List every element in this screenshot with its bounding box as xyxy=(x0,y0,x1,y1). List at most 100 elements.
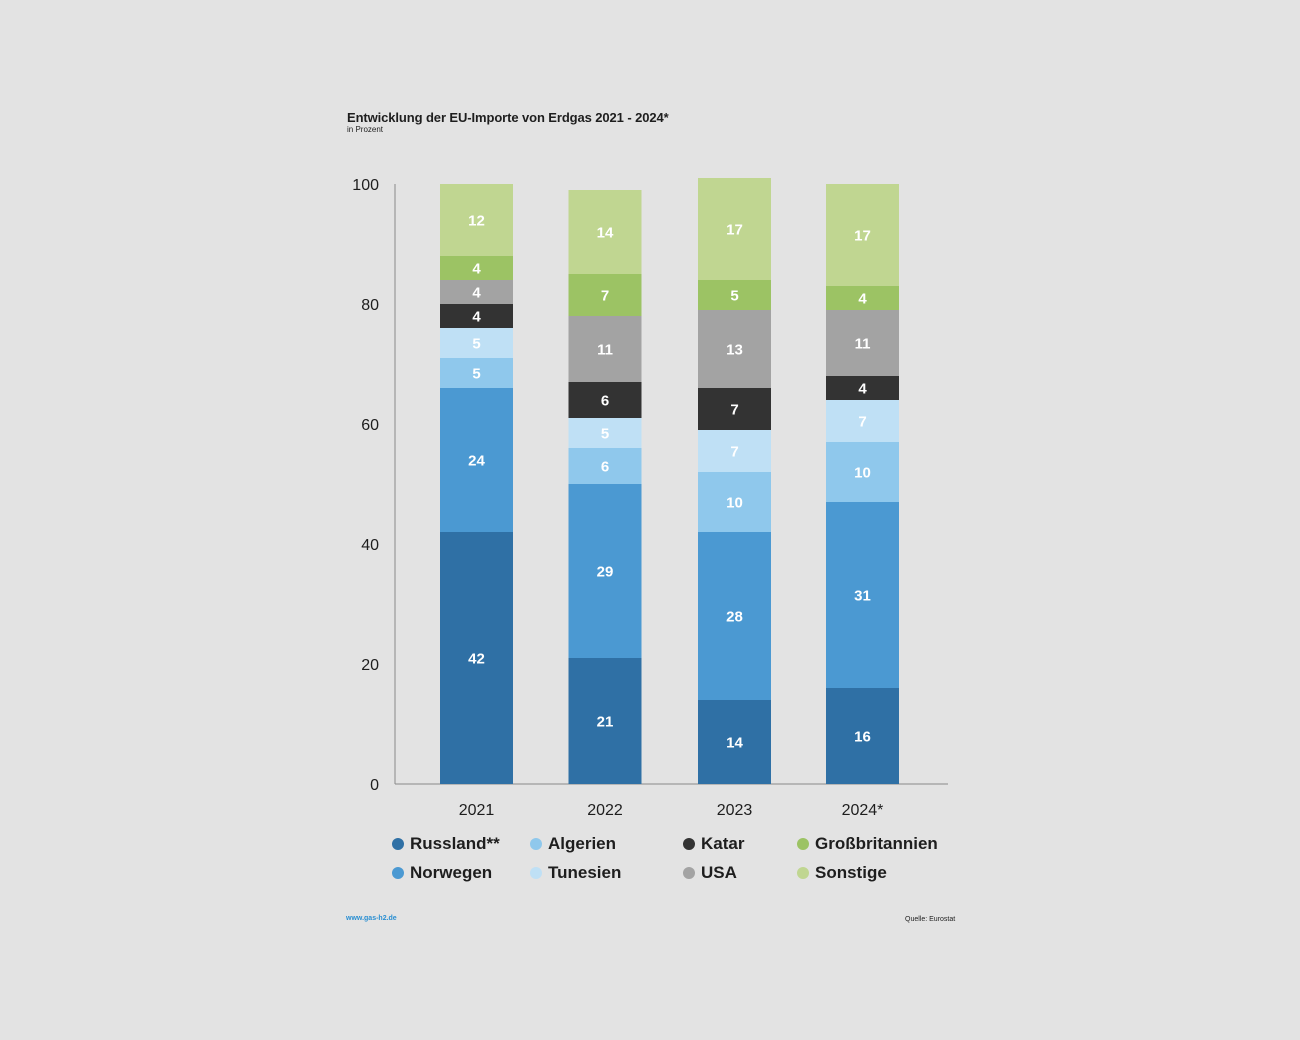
bar-segment xyxy=(568,484,642,658)
bar-segment xyxy=(440,304,513,328)
x-tick-label: 2023 xyxy=(717,802,753,819)
legend-swatch xyxy=(530,838,542,850)
x-tick-label: 2022 xyxy=(587,802,623,819)
data-label: 11 xyxy=(855,336,871,353)
bar-segment xyxy=(568,274,642,316)
legend-label: Tunesien xyxy=(548,863,622,882)
legend-swatch xyxy=(683,867,695,879)
legend-row-2: Norwegen Tunesien USA Sonstige xyxy=(392,863,972,892)
legend-swatch xyxy=(797,838,809,850)
bar-segment xyxy=(826,376,899,400)
bar-segment xyxy=(568,418,642,448)
data-label: 29 xyxy=(597,564,614,581)
website-link[interactable]: www.gas-h2.de xyxy=(346,915,397,922)
bar-segment xyxy=(440,358,513,388)
data-label: 14 xyxy=(726,735,743,752)
bar-segment xyxy=(440,280,513,304)
stacked-bar-chart: 0 20 40 60 80 100 42 24 5 5 4 4 4 12 2021 21 29 6 5 6 11 7 14 2… xyxy=(352,177,948,819)
x-tick-label: 2024* xyxy=(842,802,884,819)
data-label: 6 xyxy=(601,459,609,476)
bar-segment xyxy=(698,472,771,532)
y-tick-label: 0 xyxy=(370,777,379,794)
data-label: 13 xyxy=(726,342,743,359)
data-label: 4 xyxy=(858,381,867,398)
y-tick-label: 40 xyxy=(361,537,379,554)
data-label: 10 xyxy=(726,495,743,512)
data-label: 16 xyxy=(854,729,871,746)
legend-label: Russland** xyxy=(410,834,500,853)
data-label: 17 xyxy=(726,222,743,239)
x-tick-label: 2021 xyxy=(459,802,495,819)
bar-segment xyxy=(440,184,513,256)
bar-segment xyxy=(698,532,771,700)
legend-label: Norwegen xyxy=(410,863,493,882)
legend-item-russland: Russland** xyxy=(392,834,500,854)
legend-item-sonstige: Sonstige xyxy=(797,863,887,883)
bar-segment xyxy=(568,448,642,484)
bar-segment xyxy=(440,532,513,784)
y-tick-label: 20 xyxy=(361,657,379,674)
data-label: 4 xyxy=(472,261,481,278)
data-label: 5 xyxy=(472,366,480,383)
legend-swatch xyxy=(683,838,695,850)
chart-legend: Russland** Algerien Katar Großbritannien… xyxy=(392,834,972,892)
data-label: 7 xyxy=(601,288,609,305)
chart-title: Entwicklung der EU-Importe von Erdgas 20… xyxy=(347,110,669,125)
bar-segment xyxy=(440,328,513,358)
legend-swatch xyxy=(392,867,404,879)
legend-item-usa: USA xyxy=(683,863,737,883)
legend-row-1: Russland** Algerien Katar Großbritannien xyxy=(392,834,972,863)
data-label: 7 xyxy=(858,414,866,431)
legend-swatch xyxy=(392,838,404,850)
source-note: Quelle: Eurostat xyxy=(905,916,956,923)
bar-segment xyxy=(826,502,899,688)
chart-subtitle: in Prozent xyxy=(347,125,384,134)
legend-swatch xyxy=(797,867,809,879)
data-label: 4 xyxy=(858,291,867,308)
bar-segment xyxy=(826,442,899,502)
bar-segment xyxy=(698,700,771,784)
legend-item-algerien: Algerien xyxy=(530,834,616,854)
bar-segment xyxy=(440,256,513,280)
data-label: 24 xyxy=(468,453,485,470)
data-label: 5 xyxy=(730,288,738,305)
bar-segment xyxy=(698,178,771,280)
bar-segment xyxy=(440,388,513,532)
y-tick-label: 60 xyxy=(361,417,379,434)
data-label: 5 xyxy=(601,426,609,443)
bar-segment xyxy=(826,310,899,376)
legend-item-tunesien: Tunesien xyxy=(530,863,621,883)
y-tick-label: 80 xyxy=(361,297,379,314)
legend-label: Sonstige xyxy=(815,863,887,882)
bar-segment xyxy=(698,388,771,430)
data-label: 42 xyxy=(468,651,485,668)
data-label: 7 xyxy=(730,444,738,461)
data-label: 4 xyxy=(472,309,481,326)
legend-label: USA xyxy=(701,863,737,882)
data-label: 10 xyxy=(854,465,871,482)
data-label: 6 xyxy=(601,393,609,410)
legend-label: Katar xyxy=(701,834,745,853)
data-label: 28 xyxy=(726,609,743,626)
y-tick-label: 100 xyxy=(352,177,379,194)
bar-segment xyxy=(568,190,642,274)
bar-segment xyxy=(568,382,642,418)
legend-item-grossbritannien: Großbritannien xyxy=(797,834,938,854)
bar-segment xyxy=(698,310,771,388)
data-label: 4 xyxy=(472,285,481,302)
legend-item-norwegen: Norwegen xyxy=(392,863,492,883)
data-label: 11 xyxy=(597,342,613,359)
legend-label: Großbritannien xyxy=(815,834,938,853)
data-label: 31 xyxy=(854,588,871,605)
bar-segment xyxy=(698,280,771,310)
bar-segment xyxy=(826,286,899,310)
legend-label: Algerien xyxy=(548,834,617,853)
data-label: 7 xyxy=(730,402,738,419)
bar-segment xyxy=(826,400,899,442)
bar-segment xyxy=(826,184,899,286)
legend-item-katar: Katar xyxy=(683,834,744,854)
data-label: 12 xyxy=(468,213,485,230)
bar-segment xyxy=(698,430,771,472)
legend-swatch xyxy=(530,867,542,879)
bar-segment xyxy=(826,688,899,784)
